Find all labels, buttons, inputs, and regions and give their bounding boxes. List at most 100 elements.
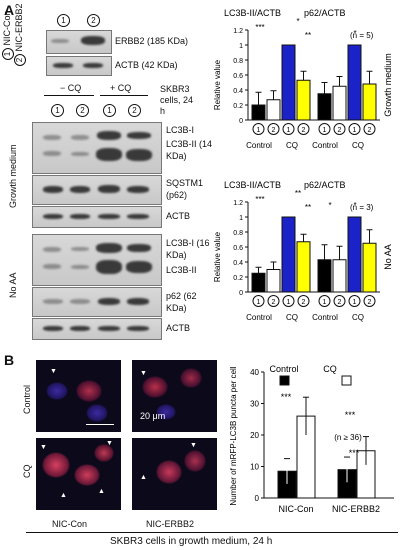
- y-tick-label: 1: [239, 215, 243, 222]
- group-label: CQ: [352, 141, 364, 150]
- y-tick-label: 0: [239, 118, 243, 125]
- chart-ylabel: Relative value: [213, 59, 222, 110]
- significance-label: ***: [255, 195, 264, 204]
- micrograph-erbb2-control: ▼ 20 μm: [132, 360, 217, 432]
- group-label: Control: [312, 313, 338, 322]
- legend-item-erbb2: 2 NIC-ERBB2: [14, 3, 26, 66]
- minus-cq-line: [44, 95, 94, 96]
- chart-side-label: Growth medium: [383, 53, 393, 117]
- arrowhead-icon: ▼: [40, 444, 47, 451]
- lane-label: 2: [302, 127, 306, 134]
- legend-swatch-control: [279, 375, 290, 386]
- arrowhead-icon: ▼: [140, 370, 147, 377]
- growth-row-lc3b-ii: LC3B-II (14 KDa): [166, 139, 213, 161]
- group-label: CQ: [352, 313, 364, 322]
- growth-row-sqstm1: SQSTM1 (p62): [166, 178, 204, 200]
- lane-label: 1: [323, 127, 327, 134]
- bar: [251, 272, 266, 293]
- arrowhead-icon: ▲: [98, 488, 105, 495]
- lane-circle: [318, 295, 331, 307]
- noaa-row-actb: ACTB: [166, 323, 191, 333]
- lane-label: 1: [353, 299, 357, 306]
- y-tick-label: 10: [250, 463, 259, 472]
- lane-circle: [333, 123, 346, 135]
- row-label-control: Control: [22, 384, 32, 414]
- row-label-cq: CQ: [22, 464, 32, 479]
- lane-circle: [348, 123, 361, 135]
- lane-label: 2: [272, 127, 276, 134]
- lane-label: 2: [368, 127, 372, 134]
- significance-label: *: [353, 201, 356, 210]
- bar: [296, 241, 311, 293]
- significance-label: *: [328, 201, 331, 210]
- chart-title-left: LC3B-II/ACTB: [224, 180, 281, 190]
- bar: [317, 259, 332, 293]
- category-label: NIC-ERBB2: [332, 504, 380, 514]
- lane-circle: [333, 295, 346, 307]
- y-tick-label: 0.4: [233, 88, 243, 95]
- col-label-erbb2: NIC-ERBB2: [146, 519, 195, 529]
- y-tick-label: 1.2: [233, 28, 243, 35]
- lane-circle: [267, 295, 280, 307]
- noaa-label: No AA: [8, 272, 18, 298]
- y-tick-label: 1.2: [233, 200, 243, 207]
- y-tick-label: 0: [239, 290, 243, 297]
- significance-label: ***: [281, 392, 292, 402]
- group-label: CQ: [286, 313, 298, 322]
- significance-label: **: [295, 189, 301, 198]
- arrowhead-icon: ▲: [140, 474, 147, 481]
- scale-bar-label: 20 μm: [140, 411, 166, 421]
- group-label: Control: [246, 141, 272, 150]
- footer-caption: SKBR3 cells in growth medium, 24 h: [110, 536, 273, 547]
- bar: [362, 83, 377, 121]
- actb-small-label: ACTB (42 KDa): [115, 60, 178, 70]
- lane-label: 2: [368, 299, 372, 306]
- category-label: NIC-Con: [278, 504, 313, 514]
- col-label-con: NIC-Con: [52, 519, 88, 529]
- lane-label: 1: [257, 127, 261, 134]
- noaa-row-p62: p62 (62 KDa): [166, 291, 197, 313]
- lane-circle: [282, 123, 295, 135]
- legend-swatch-cq: [341, 375, 352, 386]
- minus-cq-label: − CQ: [60, 83, 82, 93]
- arrowhead-icon: ▲: [60, 492, 67, 499]
- significance-label: ***: [255, 23, 264, 32]
- micrograph-erbb2-cq: ▼ ▲: [132, 438, 217, 510]
- y-tick-label: 1: [239, 43, 243, 50]
- chart-puncta: Number of mRFP-LC3B puncta per cell 0 10 20…: [229, 364, 394, 514]
- legend-label-cq: CQ: [323, 364, 337, 374]
- lane-label: 1: [257, 299, 261, 306]
- chart-ylabel: Number of mRFP-LC3B puncta per cell: [229, 366, 238, 505]
- arrowhead-icon: ▼: [50, 368, 57, 375]
- significance-label: *: [353, 29, 356, 38]
- footer-divider: [26, 532, 398, 533]
- group-label: Control: [246, 313, 272, 322]
- bar: [296, 79, 311, 121]
- lane-circle: [297, 295, 310, 307]
- lane-label: 1: [353, 127, 357, 134]
- erbb2-label: ERBB2 (185 KDa): [115, 36, 189, 46]
- y-tick-label: 0.8: [233, 58, 243, 65]
- lane-label: 2: [302, 299, 306, 306]
- y-tick-label: 0.8: [233, 230, 243, 237]
- bar: [281, 216, 296, 293]
- lane-label-3: 1: [103, 104, 116, 117]
- chart-side-label: No AA: [383, 244, 393, 270]
- group-label: CQ: [286, 141, 298, 150]
- chart-n-label: (n = 3): [350, 203, 374, 212]
- micrograph-con-control: ▼: [36, 360, 121, 432]
- noaa-row-lc3b-ii: LC3B-II: [166, 265, 197, 275]
- bar: [347, 44, 362, 121]
- significance-label: ***: [345, 410, 356, 420]
- bar: [332, 85, 347, 121]
- bar: [251, 104, 266, 121]
- chart-no-aa: LC3B-II/ACTB p62/ACTB (n = 3) Relative valu…: [213, 180, 393, 322]
- lane-circle: [282, 295, 295, 307]
- p62-noaa-blot: [32, 287, 162, 317]
- y-tick-label: 30: [250, 400, 259, 409]
- lc3b-growth-blot: [32, 122, 162, 174]
- bar: [362, 242, 377, 293]
- y-tick-label: 0: [255, 494, 260, 503]
- chart-growth-medium: LC3B-II/ACTB p62/ACTB (n = 5) Relative valu…: [213, 8, 393, 150]
- chart-n-label: (n = 5): [350, 31, 374, 40]
